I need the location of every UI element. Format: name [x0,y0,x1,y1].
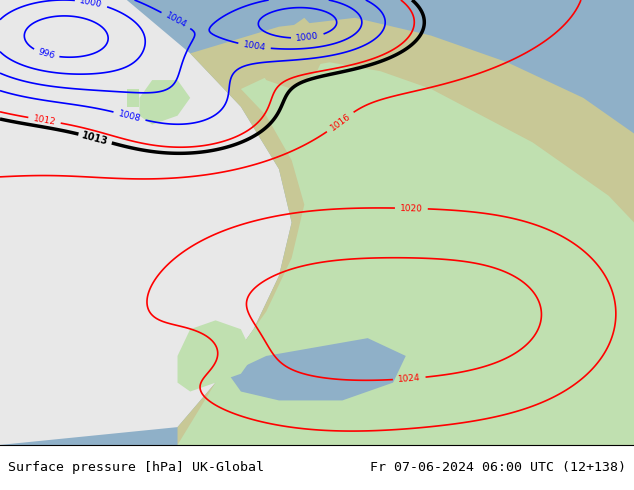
Text: 1008: 1008 [117,109,142,123]
Polygon shape [178,62,634,445]
Text: 1012: 1012 [32,114,56,126]
Text: 1024: 1024 [398,373,421,384]
Polygon shape [228,338,406,400]
Text: 1004: 1004 [164,11,188,30]
Text: 1004: 1004 [242,40,266,52]
Text: 1013: 1013 [81,130,110,147]
Polygon shape [178,320,254,392]
Text: 1000: 1000 [295,32,320,43]
Polygon shape [0,0,292,445]
Text: 1000: 1000 [79,0,103,9]
Text: Surface pressure [hPa] UK-Global: Surface pressure [hPa] UK-Global [8,461,264,474]
Polygon shape [127,89,139,107]
Polygon shape [178,18,634,445]
Polygon shape [139,80,190,124]
Text: 1020: 1020 [400,203,423,213]
Polygon shape [254,18,330,89]
Text: 996: 996 [37,48,56,61]
Text: 1016: 1016 [328,112,353,132]
Polygon shape [190,409,444,445]
Text: Fr 07-06-2024 06:00 UTC (12+138): Fr 07-06-2024 06:00 UTC (12+138) [370,461,626,474]
